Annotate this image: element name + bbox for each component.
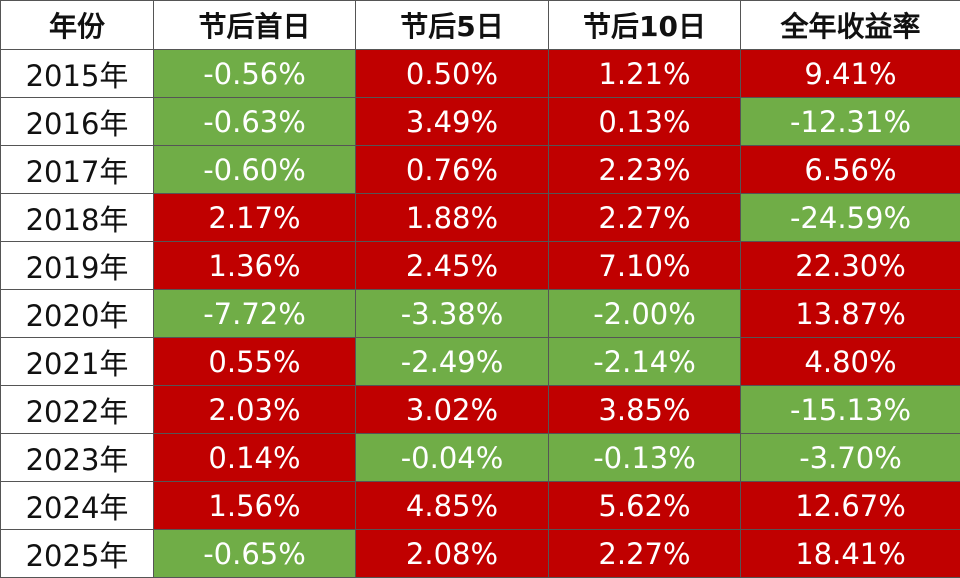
table-body: 2015年-0.56%0.50%1.21%9.41%2016年-0.63%3.4… [1,50,960,578]
value-cell: 6.56% [741,146,960,194]
year-cell: 2024年 [1,482,154,530]
value-cell: 3.85% [549,386,741,434]
value-cell: 12.67% [741,482,960,530]
table-row: 2025年-0.65%2.08%2.27%18.41% [1,530,960,578]
value-cell: 7.10% [549,242,741,290]
header-cell: 节后5日 [356,1,549,50]
value-cell: -3.38% [356,290,549,338]
value-cell: 0.50% [356,50,549,98]
header-cell: 全年收益率 [741,1,960,50]
value-cell: 13.87% [741,290,960,338]
value-cell: -0.13% [549,434,741,482]
value-cell: -24.59% [741,194,960,242]
value-cell: -0.56% [154,50,356,98]
value-cell: -12.31% [741,98,960,146]
value-cell: 1.88% [356,194,549,242]
year-cell: 2017年 [1,146,154,194]
value-cell: -3.70% [741,434,960,482]
value-cell: 22.30% [741,242,960,290]
value-cell: 9.41% [741,50,960,98]
value-cell: 3.49% [356,98,549,146]
year-cell: 2019年 [1,242,154,290]
table-row: 2017年-0.60%0.76%2.23%6.56% [1,146,960,194]
value-cell: -2.49% [356,338,549,386]
year-cell: 2016年 [1,98,154,146]
value-cell: 0.55% [154,338,356,386]
table-row: 2020年-7.72%-3.38%-2.00%13.87% [1,290,960,338]
value-cell: -7.72% [154,290,356,338]
year-cell: 2015年 [1,50,154,98]
value-cell: 2.27% [549,194,741,242]
year-cell: 2023年 [1,434,154,482]
value-cell: 4.85% [356,482,549,530]
value-cell: 2.23% [549,146,741,194]
value-cell: 3.02% [356,386,549,434]
table-row: 2015年-0.56%0.50%1.21%9.41% [1,50,960,98]
header-cell: 节后10日 [549,1,741,50]
year-cell: 2018年 [1,194,154,242]
year-cell: 2021年 [1,338,154,386]
table-row: 2016年-0.63%3.49%0.13%-12.31% [1,98,960,146]
value-cell: 2.27% [549,530,741,578]
value-cell: 18.41% [741,530,960,578]
value-cell: -2.14% [549,338,741,386]
value-cell: 1.21% [549,50,741,98]
header-cell: 节后首日 [154,1,356,50]
value-cell: 2.03% [154,386,356,434]
value-cell: 2.45% [356,242,549,290]
value-cell: -2.00% [549,290,741,338]
value-cell: -15.13% [741,386,960,434]
value-cell: 4.80% [741,338,960,386]
value-cell: 0.13% [549,98,741,146]
year-cell: 2025年 [1,530,154,578]
value-cell: -0.65% [154,530,356,578]
value-cell: 5.62% [549,482,741,530]
value-cell: 1.56% [154,482,356,530]
value-cell: 2.08% [356,530,549,578]
year-cell: 2020年 [1,290,154,338]
header-cell: 年份 [1,1,154,50]
value-cell: -0.63% [154,98,356,146]
header-row: 年份节后首日节后5日节后10日全年收益率 [1,1,960,50]
value-cell: 0.14% [154,434,356,482]
value-cell: -0.60% [154,146,356,194]
value-cell: 0.76% [356,146,549,194]
year-cell: 2022年 [1,386,154,434]
value-cell: -0.04% [356,434,549,482]
value-cell: 1.36% [154,242,356,290]
value-cell: 2.17% [154,194,356,242]
